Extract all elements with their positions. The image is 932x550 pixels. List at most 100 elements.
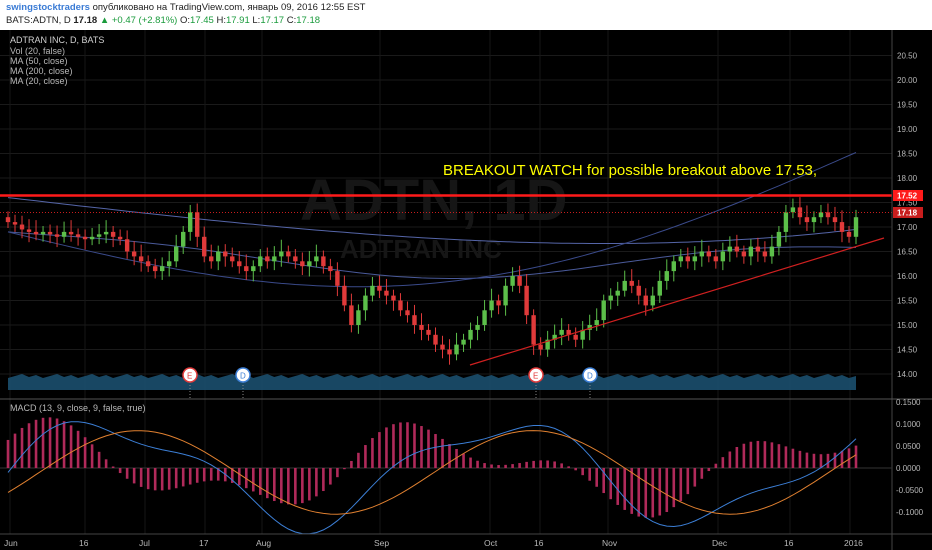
macd-histogram-bar: [462, 453, 465, 468]
symbol-label: BATS:ADTN, D: [6, 15, 71, 26]
time-tick-label: 16: [784, 538, 794, 548]
chart-header: swingstocktraders опубликовано на Tradin…: [0, 0, 932, 30]
macd-histogram-bar: [20, 427, 24, 468]
macd-histogram-bar: [644, 468, 648, 518]
close-value: 17.18: [296, 15, 321, 26]
price-tick-label: 14.50: [897, 346, 918, 355]
macd-histogram-bar: [188, 468, 192, 485]
macd-histogram-bar: [294, 468, 297, 505]
macd-histogram-bar: [216, 468, 220, 481]
macd-histogram-bar: [350, 460, 353, 468]
author-link[interactable]: swingstocktraders: [6, 2, 90, 13]
candle-body: [166, 261, 172, 267]
price-tick-label: 16.50: [897, 248, 918, 257]
candle-body: [321, 256, 326, 267]
macd-histogram-bar: [6, 439, 10, 468]
signal-line: [7, 430, 857, 515]
macd-histogram-bar: [336, 468, 339, 478]
candle-body: [237, 261, 242, 267]
time-tick-label: Jun: [4, 538, 18, 548]
candle-body: [664, 271, 669, 281]
low-value: 17.17: [260, 15, 285, 26]
macd-histogram-bar: [581, 468, 584, 476]
price-tick-label: 19.00: [897, 125, 918, 134]
macd-histogram-bar: [679, 468, 683, 502]
candle-body: [734, 246, 740, 252]
candle-body: [447, 349, 452, 355]
candle-body: [61, 231, 67, 237]
candle-body: [328, 266, 333, 272]
macd-histogram-bar: [139, 468, 143, 487]
candle-body: [580, 329, 585, 340]
price-tick-label: 20.00: [897, 76, 918, 85]
macd-histogram-bar: [434, 434, 437, 468]
publish-line: swingstocktraders опубликовано на Tradin…: [6, 2, 365, 13]
chart-canvas[interactable]: ADTN, 1D ADTRAN INC BREAKOUT WATCH for p…: [0, 30, 932, 550]
event-marker-label: E: [533, 372, 538, 381]
macd-histogram-bar: [847, 448, 851, 468]
candle-body: [454, 344, 459, 355]
time-tick-label: 16: [534, 538, 544, 548]
price-change: +0.47 (+2.81%): [111, 15, 178, 26]
candle-body: [678, 256, 683, 262]
candle-body: [433, 334, 438, 345]
candle-body: [110, 231, 116, 237]
time-axis[interactable]: Jun 16 Jul 17 Aug Sep Oct 16 Nov Dec 16 2016: [4, 538, 863, 548]
candle-body: [398, 300, 403, 311]
candle-body: [601, 300, 606, 321]
candle-body: [587, 325, 592, 330]
macd-histogram-bar: [805, 452, 809, 468]
macd-histogram-bar: [287, 468, 290, 505]
macd-histogram-bar: [497, 465, 500, 468]
macd-histogram-bar: [735, 446, 739, 468]
close-label: C:: [286, 15, 297, 26]
macd-histogram-bar: [567, 466, 570, 468]
macd-histogram-bar: [258, 468, 262, 495]
macd-histogram-bar: [616, 468, 620, 505]
trendline[interactable]: [469, 237, 885, 366]
breakout-annotation[interactable]: BREAKOUT WATCH for possible breakout abo…: [443, 162, 817, 179]
dividend-marker: [582, 367, 598, 383]
candle-body: [405, 310, 410, 316]
macd-histogram-bar: [104, 459, 108, 468]
macd-histogram-bar: [413, 423, 416, 468]
price-axis[interactable]: 20.50 20.00 19.50 19.00 18.50 18.00 17.50 17.00…: [897, 52, 918, 380]
macd-histogram-bar: [553, 461, 556, 468]
macd-histogram-bar: [623, 468, 627, 510]
candle-body: [300, 261, 305, 267]
candle-body: [89, 236, 95, 240]
macd-tick-label: 0.0500: [896, 442, 921, 451]
candle-body: [54, 234, 60, 237]
macd-histogram-bar: [62, 421, 66, 468]
candle-body: [797, 207, 803, 218]
macd-axis: 0.1500 0.1000 0.0500 0.0000 -0.0500 -0.1000: [896, 398, 924, 517]
candle-body: [138, 256, 144, 262]
candle-body: [727, 246, 733, 252]
macd-histogram-bar: [490, 464, 493, 468]
candle-body: [384, 290, 389, 296]
macd-label: MACD (13, 9, close, 9, false, true): [10, 403, 146, 413]
candle-body: [265, 256, 270, 262]
price-tick-label: 16.00: [897, 272, 918, 281]
ma200-line: [7, 197, 857, 244]
volume-fill: [8, 374, 856, 390]
macd-histogram-bar: [251, 468, 255, 492]
macd-histogram-bar: [160, 468, 164, 491]
candle-body: [307, 261, 312, 267]
candle-body: [657, 280, 662, 296]
macd-histogram-bar: [273, 468, 276, 502]
candle-body: [181, 231, 186, 247]
candle-body: [26, 229, 32, 232]
macd-histogram-bar: [174, 468, 178, 489]
candle-body: [202, 236, 207, 257]
candle-body: [832, 217, 838, 223]
candle-body: [279, 251, 284, 257]
candle-body: [152, 266, 158, 272]
macd-histogram-bar: [83, 437, 87, 468]
macd-histogram-bar: [371, 438, 374, 468]
macd-tick-label: -0.0500: [896, 486, 924, 495]
macd-pane: [0, 417, 892, 535]
macd-histogram-bar: [777, 444, 781, 468]
candle-body: [846, 231, 852, 237]
